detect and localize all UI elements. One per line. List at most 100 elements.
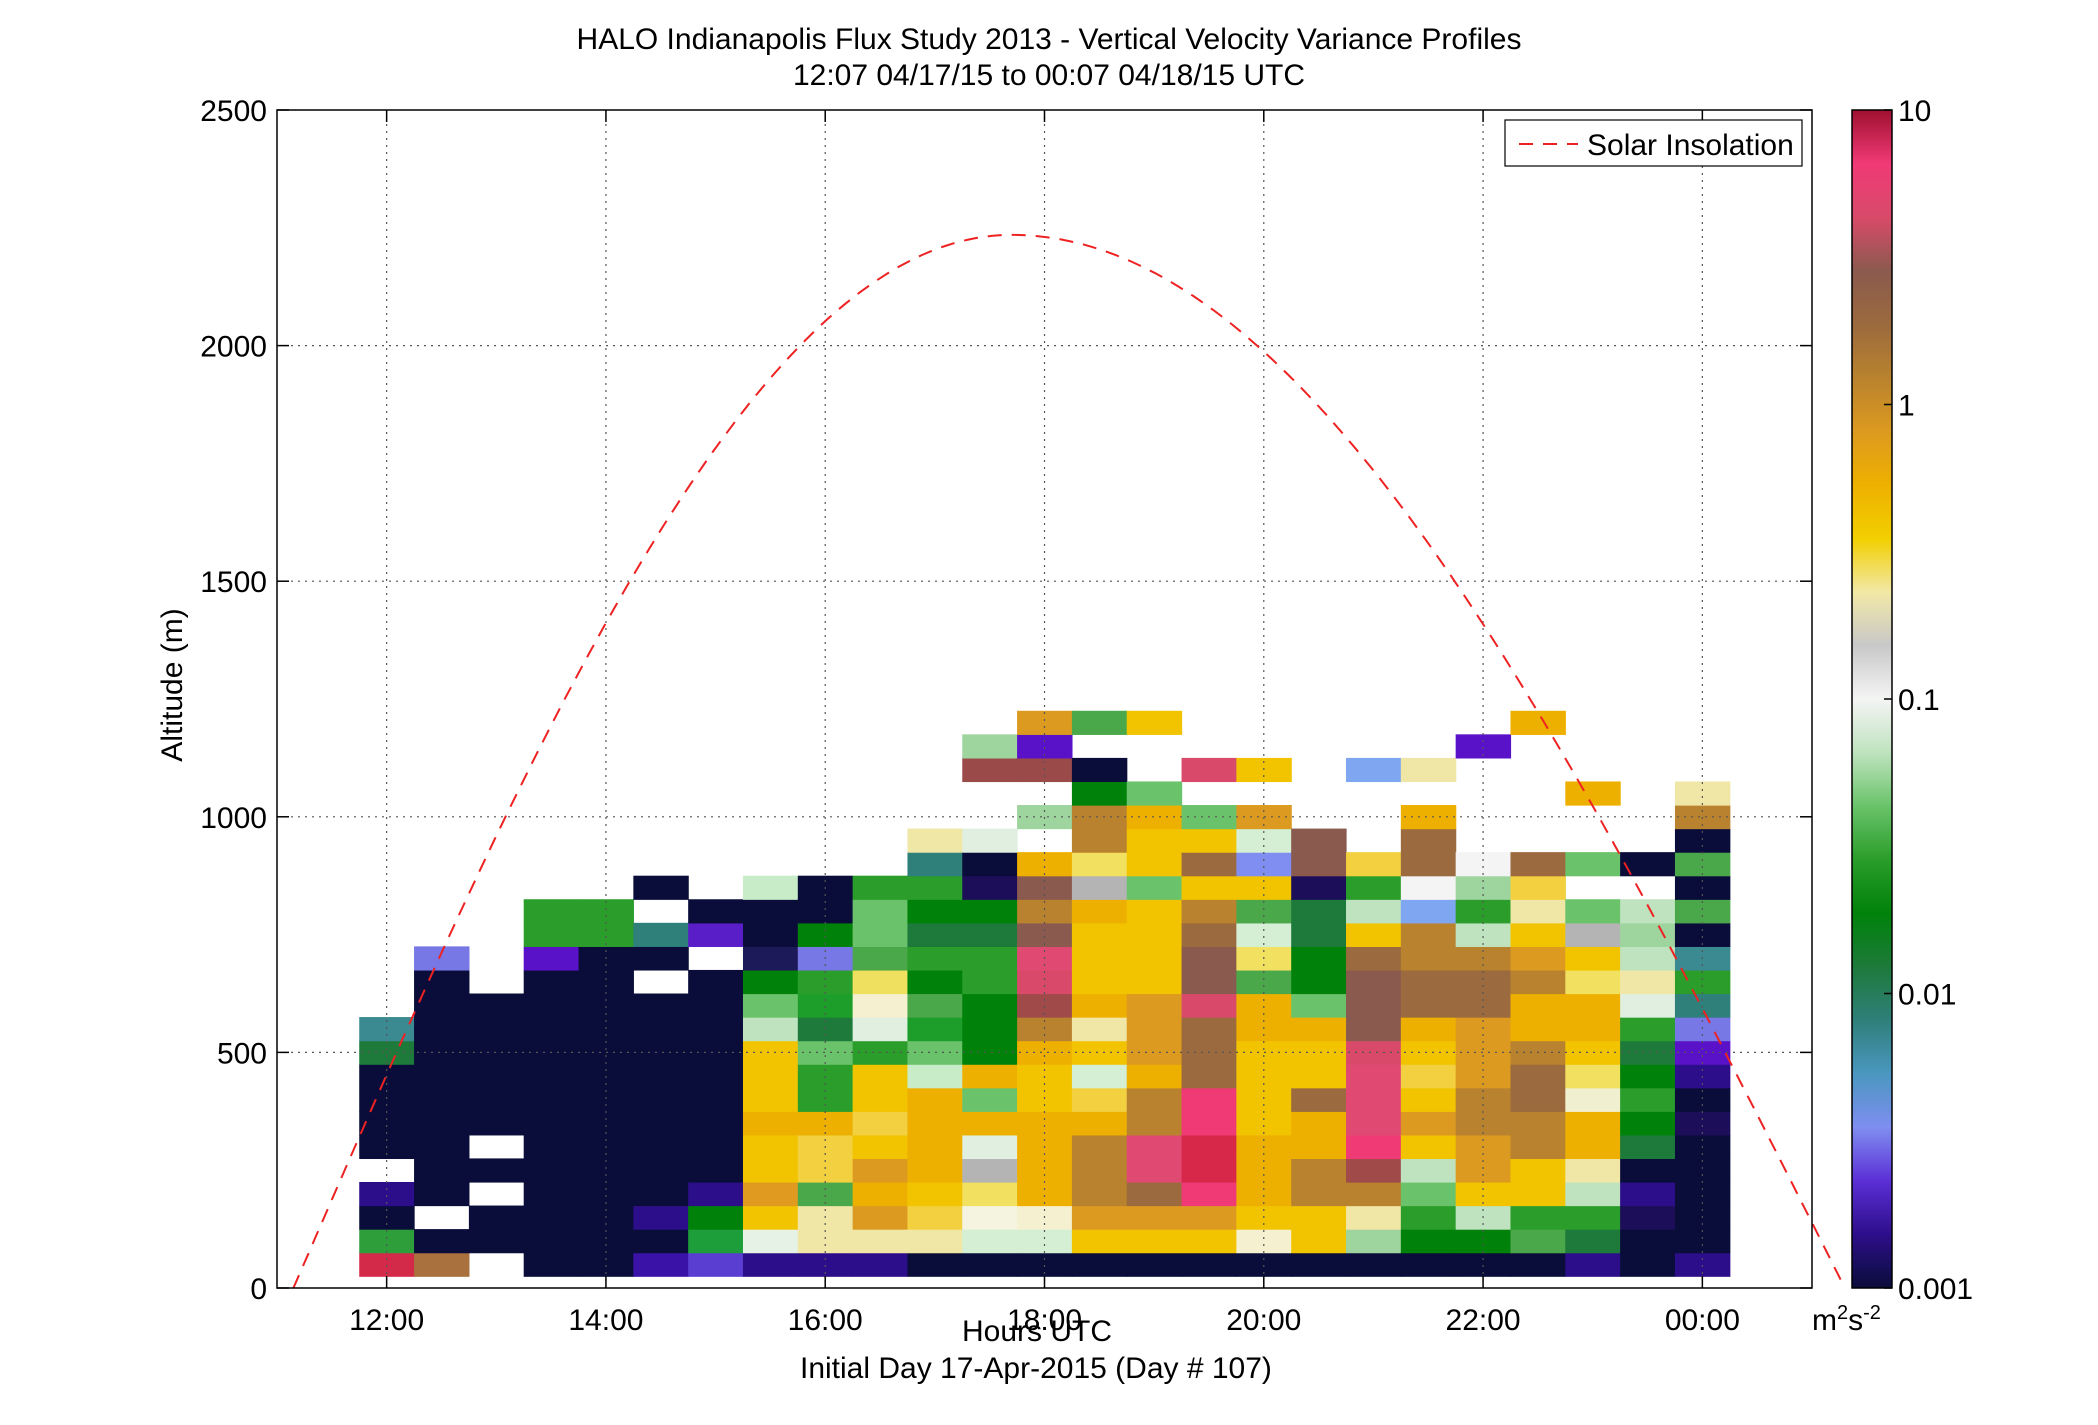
heatmap-cell bbox=[1510, 710, 1566, 735]
heatmap-cell bbox=[1510, 969, 1566, 995]
heatmap-cell bbox=[1346, 946, 1402, 971]
heatmap-cell bbox=[1455, 1040, 1512, 1065]
heatmap-cell bbox=[1346, 1229, 1402, 1254]
heatmap-cell bbox=[1071, 1252, 1128, 1277]
heatmap-cell bbox=[962, 993, 1018, 1018]
heatmap-cell bbox=[1565, 993, 1621, 1018]
heatmap-cell bbox=[523, 1087, 580, 1112]
heatmap-cell bbox=[523, 922, 580, 947]
heatmap-cell bbox=[1510, 1017, 1566, 1042]
heatmap-cell bbox=[1071, 946, 1128, 971]
heatmap-cell bbox=[1620, 1087, 1676, 1112]
heatmap-cell bbox=[1071, 922, 1128, 947]
heatmap-cell bbox=[1126, 828, 1183, 853]
heatmap-cell bbox=[1400, 1017, 1457, 1042]
heatmap-cell bbox=[523, 993, 580, 1018]
heatmap-cell bbox=[1565, 1134, 1621, 1160]
heatmap-cell bbox=[1126, 993, 1183, 1018]
heatmap-cell bbox=[1071, 757, 1128, 783]
heatmap-cell bbox=[907, 828, 963, 853]
heatmap-cell bbox=[1674, 899, 1731, 924]
colorbar-unit-label: m2s-2 bbox=[1812, 1296, 1881, 1338]
heatmap-cell bbox=[1071, 1134, 1128, 1160]
heatmap-cell bbox=[1346, 1205, 1402, 1230]
heatmap-cell bbox=[907, 1158, 963, 1183]
heatmap-cell bbox=[907, 1017, 963, 1042]
heatmap-cell bbox=[1346, 852, 1402, 877]
heatmap-cell bbox=[633, 1087, 689, 1112]
heatmap-cell bbox=[633, 1111, 689, 1136]
heatmap-cell bbox=[852, 875, 909, 900]
heatmap-cell bbox=[797, 969, 854, 995]
heatmap-cell bbox=[1620, 969, 1676, 995]
heatmap-cell bbox=[1181, 1017, 1237, 1042]
heatmap-cell bbox=[468, 1087, 525, 1112]
heatmap-cell bbox=[1455, 852, 1512, 877]
heatmap-cell bbox=[1620, 1158, 1676, 1183]
heatmap-cell bbox=[1126, 1134, 1183, 1160]
heatmap-cell bbox=[852, 969, 909, 995]
colorbar-tick-label: 10 bbox=[1898, 95, 1931, 128]
heatmap-cell bbox=[1565, 1087, 1621, 1112]
heatmap-cell bbox=[1126, 1229, 1183, 1254]
heatmap-cell bbox=[1400, 852, 1457, 877]
heatmap-cell bbox=[1071, 805, 1128, 830]
heatmap-cell bbox=[1017, 1229, 1073, 1254]
heatmap-cell bbox=[1126, 1017, 1183, 1042]
heatmap-cell bbox=[1400, 1087, 1457, 1112]
heatmap-cell bbox=[1510, 993, 1566, 1018]
heatmap-cell bbox=[742, 1087, 799, 1112]
heatmap-cell bbox=[1620, 993, 1676, 1018]
heatmap-cell bbox=[962, 734, 1018, 759]
heatmap-cell bbox=[578, 1229, 634, 1254]
heatmap-cell bbox=[907, 993, 963, 1018]
heatmap-cell bbox=[1620, 922, 1676, 947]
heatmap-cell bbox=[1126, 1205, 1183, 1230]
heatmap-cell bbox=[578, 1158, 634, 1183]
heatmap-cell bbox=[1291, 899, 1347, 924]
x-tick-label: 22:00 bbox=[1446, 1304, 1521, 1337]
heatmap-cell bbox=[1236, 852, 1292, 877]
heatmap-cell bbox=[1400, 946, 1457, 971]
heatmap-cell bbox=[742, 1111, 799, 1136]
heatmap-cell bbox=[468, 1158, 525, 1183]
heatmap-cell bbox=[962, 852, 1018, 877]
heatmap-cell bbox=[1071, 1158, 1128, 1183]
heatmap-cell bbox=[797, 922, 854, 947]
heatmap-cell bbox=[1181, 993, 1237, 1018]
heatmap-cell bbox=[414, 1064, 470, 1089]
heatmap-cell bbox=[1455, 1111, 1512, 1136]
heatmap-cell bbox=[1071, 969, 1128, 995]
heatmap-cell bbox=[1400, 1134, 1457, 1160]
heatmap-cell bbox=[1071, 1087, 1128, 1112]
heatmap-cell bbox=[1126, 1087, 1183, 1112]
heatmap-cell bbox=[1291, 1229, 1347, 1254]
heatmap-cell bbox=[1181, 1205, 1237, 1230]
heatmap-cell bbox=[742, 1229, 799, 1254]
heatmap-cell bbox=[962, 1111, 1018, 1136]
heatmap-cell bbox=[1565, 781, 1621, 806]
heatmap-cell bbox=[633, 1064, 689, 1089]
heatmap-cell bbox=[688, 993, 744, 1018]
y-tick-label: 500 bbox=[217, 1037, 267, 1070]
heatmap-cell bbox=[1126, 1181, 1183, 1207]
heatmap-cell bbox=[1291, 1252, 1347, 1277]
heatmap-cell bbox=[1565, 1205, 1621, 1230]
heatmap-cell bbox=[962, 969, 1018, 995]
heatmap-cell bbox=[742, 969, 799, 995]
heatmap-cell bbox=[1017, 899, 1073, 924]
heatmap-cell bbox=[1017, 1111, 1073, 1136]
heatmap-cell bbox=[1291, 828, 1347, 853]
heatmap-cell bbox=[468, 1205, 525, 1230]
heatmap-cell bbox=[1346, 1158, 1402, 1183]
heatmap-cell bbox=[523, 969, 580, 995]
heatmap-cell bbox=[1510, 1111, 1566, 1136]
y-tick-label: 0 bbox=[250, 1273, 267, 1306]
heatmap-cell bbox=[1400, 969, 1457, 995]
x-axis-label: Hours UTC bbox=[962, 1315, 1113, 1348]
heatmap-cell bbox=[1291, 1111, 1347, 1136]
heatmap-cell bbox=[1181, 852, 1237, 877]
heatmap-cell bbox=[742, 1040, 799, 1065]
heatmap-cell bbox=[852, 1111, 909, 1136]
